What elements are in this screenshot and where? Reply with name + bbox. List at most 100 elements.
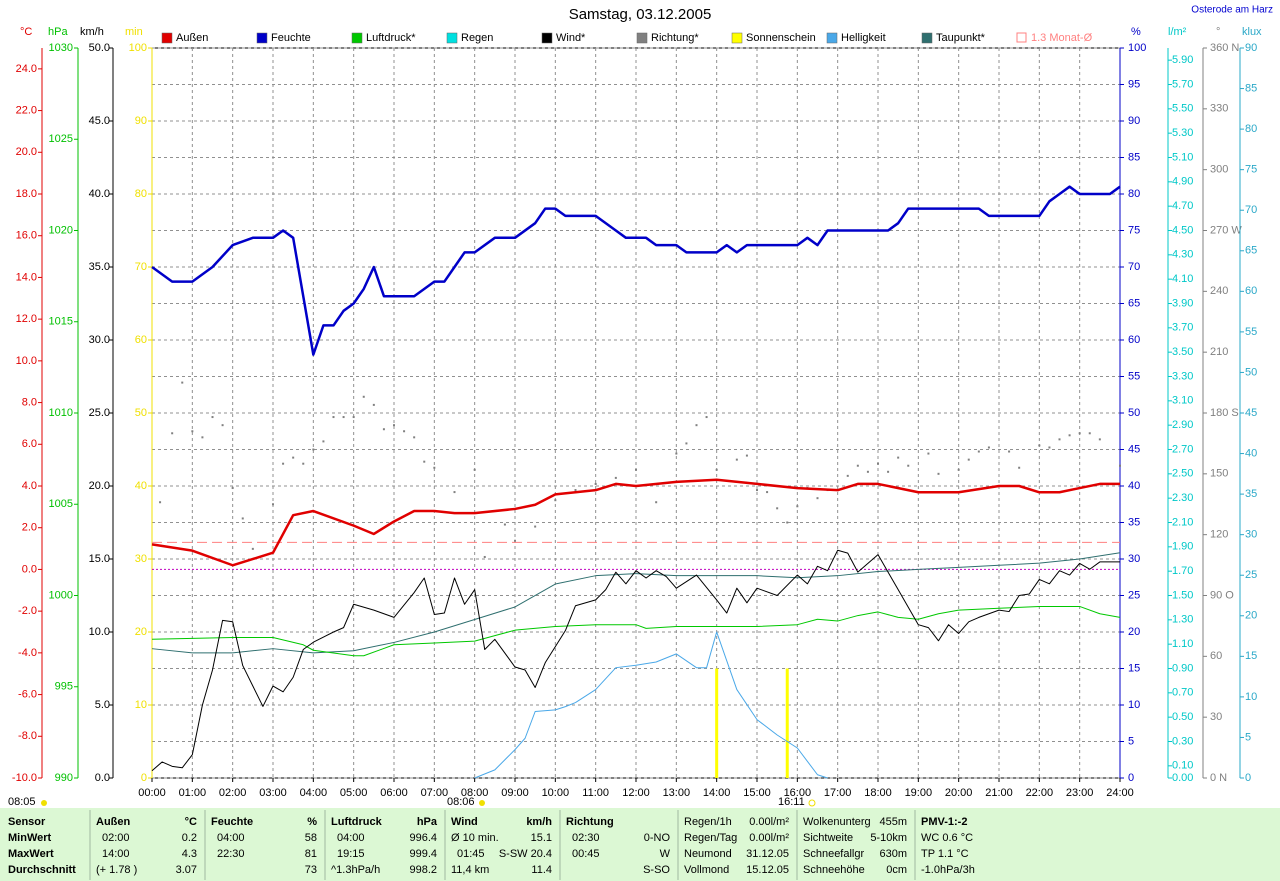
footer-cell: Schneefallgr xyxy=(803,848,864,860)
legend-label: Richtung* xyxy=(651,32,699,44)
footer-cell: 0.2 xyxy=(182,832,197,844)
footer-cell: % xyxy=(307,816,317,828)
y-tick-label: 16.0 xyxy=(16,230,37,242)
y-tick-label: 3.70 xyxy=(1172,322,1193,334)
y-tick-label: 0.10 xyxy=(1172,760,1193,772)
series-dot xyxy=(473,468,476,471)
x-tick-label: 11:00 xyxy=(582,787,609,799)
axis-unit: % xyxy=(1131,26,1141,38)
series-dot xyxy=(1048,446,1051,449)
y-tick-label: 45 xyxy=(1245,407,1257,419)
axis-unit: hPa xyxy=(48,26,68,38)
footer-cell: 19:15 xyxy=(337,848,365,860)
y-tick-label: 1.70 xyxy=(1172,565,1193,577)
y-tick-label: 995 xyxy=(55,681,73,693)
legend-swatch xyxy=(921,32,933,44)
footer-cell: Wolkenunterg xyxy=(803,816,871,828)
x-tick-label: 20:00 xyxy=(945,787,973,799)
y-tick-label: 1.30 xyxy=(1172,614,1193,626)
series-dot xyxy=(574,489,577,492)
series-dot xyxy=(856,464,859,467)
footer-cell: 4.3 xyxy=(182,848,197,860)
series-dot xyxy=(231,487,234,490)
y-tick-label: 70 xyxy=(135,261,147,273)
y-tick-label: 80 xyxy=(1245,123,1257,135)
series-dot xyxy=(332,416,335,419)
footer-cell: 00:45 xyxy=(572,848,600,860)
footer-cell: 455m xyxy=(879,816,907,828)
footer-cell: Neumond xyxy=(684,848,732,860)
y-tick-label: 0.50 xyxy=(1172,711,1193,723)
y-tick-label: 1.10 xyxy=(1172,638,1193,650)
series-dot xyxy=(866,470,869,473)
y-tick-label: 25 xyxy=(1245,569,1257,581)
series-dot xyxy=(887,470,890,473)
y-tick-label: 95 xyxy=(1128,78,1140,90)
series-dot xyxy=(846,474,849,477)
x-tick-label: 22:00 xyxy=(1026,787,1054,799)
y-tick-label: 3.10 xyxy=(1172,395,1193,407)
series-dot xyxy=(1038,444,1041,447)
y-tick-label: 270 W xyxy=(1210,224,1242,236)
x-tick-label: 02:00 xyxy=(219,787,247,799)
y-tick-label: 10 xyxy=(1245,691,1257,703)
sunrise-label: 08:05 xyxy=(8,796,36,808)
series-dot xyxy=(745,454,748,457)
sun-icon xyxy=(808,799,816,807)
footer-cell: 01:45 xyxy=(457,848,485,860)
footer-cell: 04:00 xyxy=(217,832,245,844)
y-tick-label: 0.70 xyxy=(1172,687,1193,699)
y-tick-label: 4.30 xyxy=(1172,249,1193,261)
y-tick-label: 35 xyxy=(1245,488,1257,500)
series-dot xyxy=(907,464,910,467)
series-dot xyxy=(1058,438,1061,441)
series-line xyxy=(151,478,1120,567)
series-dot xyxy=(342,416,345,419)
legend-swatch xyxy=(541,32,553,44)
series-dot xyxy=(766,491,769,494)
series-line xyxy=(474,631,828,779)
series-dot xyxy=(272,503,274,506)
series-dot xyxy=(1088,432,1091,435)
footer-cell: Durchschnitt xyxy=(8,864,76,876)
y-tick-label: 15 xyxy=(1128,662,1140,674)
y-tick-label: 30 xyxy=(1210,711,1222,723)
axis-unit: ° xyxy=(1216,26,1220,38)
y-tick-label: 50.0 xyxy=(89,42,110,54)
y-tick-label: 990 xyxy=(55,772,73,784)
y-tick-label: 70 xyxy=(1128,261,1140,273)
y-tick-label: 360 N xyxy=(1210,42,1239,54)
location: Osterode am Harz xyxy=(1191,5,1273,16)
y-tick-label: 60 xyxy=(1245,285,1257,297)
y-tick-label: 0 N xyxy=(1210,772,1227,784)
axis-unit: l/m² xyxy=(1168,26,1187,38)
footer-cell: 999.4 xyxy=(409,848,437,860)
series-dot xyxy=(705,416,708,419)
y-tick-label: 5.10 xyxy=(1172,151,1193,163)
y-tick-label: 90 xyxy=(1245,42,1257,54)
series-dot xyxy=(423,460,426,463)
y-tick-label: 4.50 xyxy=(1172,224,1193,236)
footer-cell: 58 xyxy=(305,832,317,844)
footer-cell: Schneehöhe xyxy=(803,864,865,876)
x-tick-label: 00:00 xyxy=(138,787,166,799)
y-tick-label: 210 xyxy=(1210,346,1228,358)
footer-cell: MinWert xyxy=(8,832,52,844)
y-tick-label: 5 xyxy=(1128,735,1134,747)
legend-swatch xyxy=(826,32,838,44)
x-tick-label: 18:00 xyxy=(864,787,892,799)
series-dot xyxy=(221,424,224,427)
y-tick-label: 60 xyxy=(1210,650,1222,662)
series-dot xyxy=(957,468,960,471)
y-tick-label: 55 xyxy=(1245,326,1257,338)
y-tick-label: 2.50 xyxy=(1172,468,1193,480)
y-tick-label: -2.0 xyxy=(18,605,37,617)
y-tick-label: 0 xyxy=(141,772,147,784)
x-tick-label: 17:00 xyxy=(824,787,852,799)
footer-cell: MaxWert xyxy=(8,848,54,860)
x-tick-label: 09:00 xyxy=(501,787,529,799)
series-dot xyxy=(977,450,980,453)
y-tick-label: 55 xyxy=(1128,370,1140,382)
y-tick-label: 85 xyxy=(1245,82,1257,94)
